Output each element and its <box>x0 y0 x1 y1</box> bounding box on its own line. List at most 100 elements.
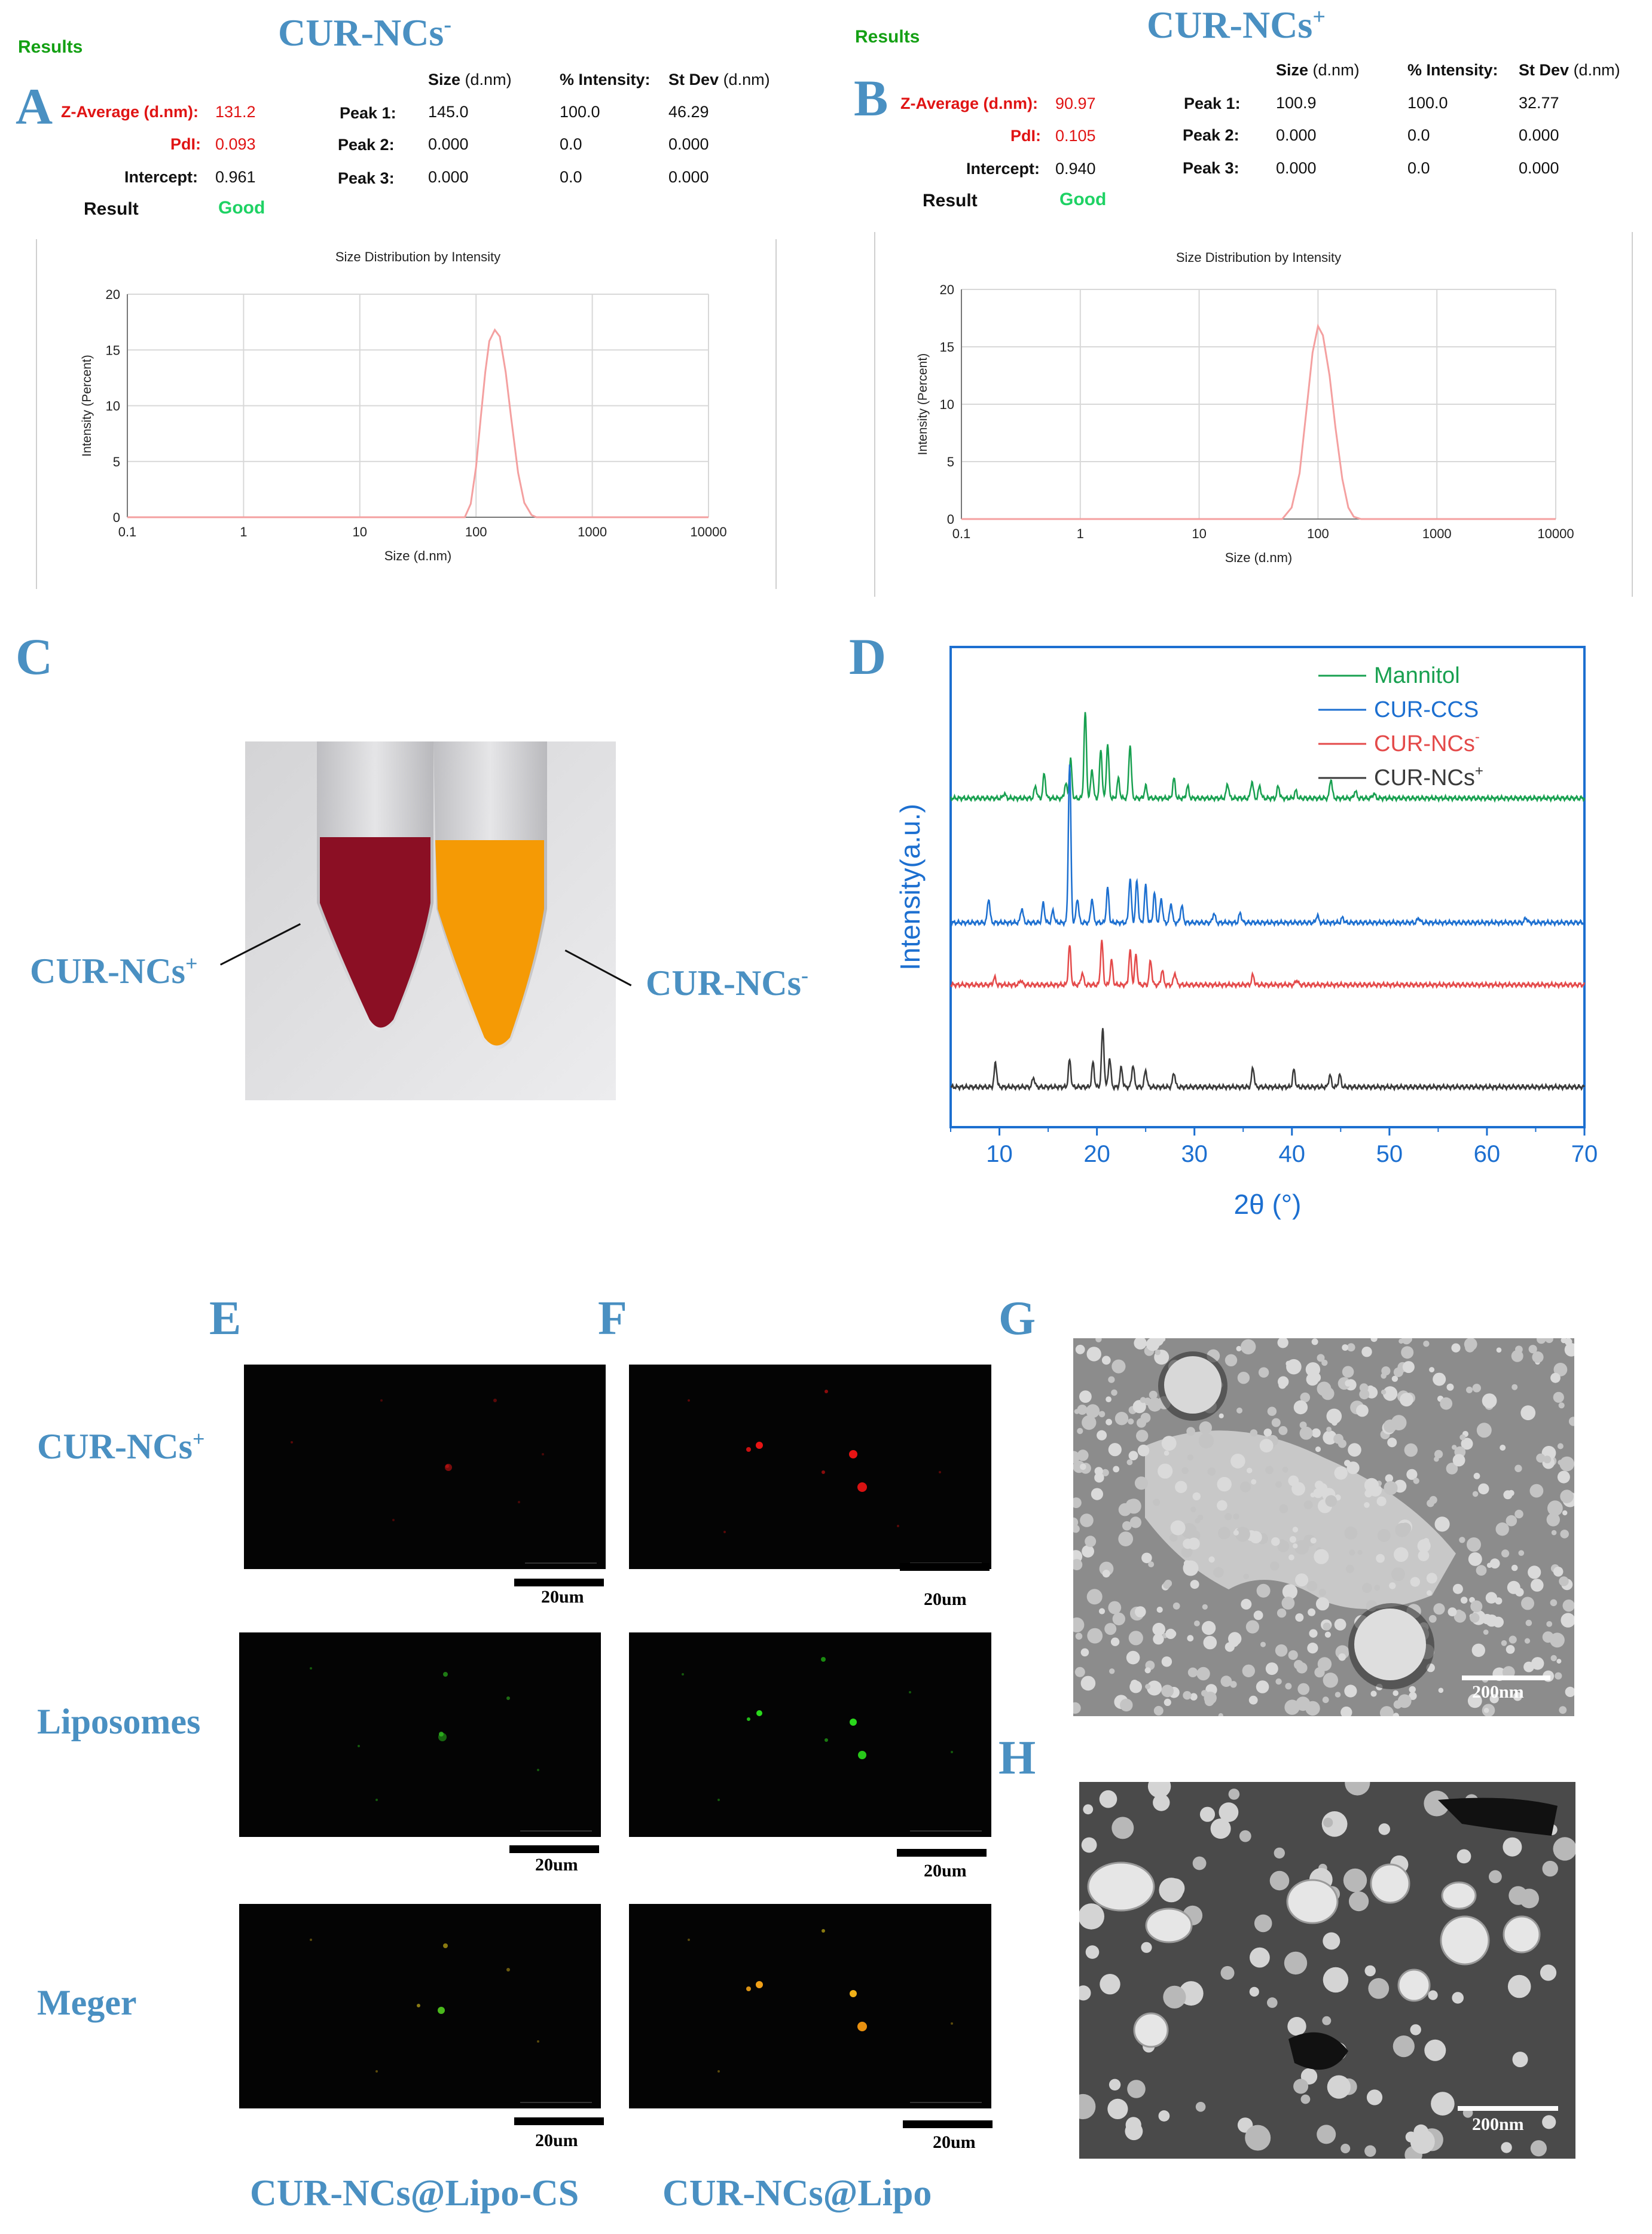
tem-small-vesicle <box>1536 1453 1546 1463</box>
tem-small-vesicle <box>1468 1552 1482 1566</box>
tem-vesicle <box>1366 2089 1383 2105</box>
red-particle <box>857 1482 867 1492</box>
tem-small-vesicle <box>1340 1706 1352 1716</box>
tem-small-vesicle <box>1161 1338 1166 1342</box>
tem-vesicle <box>1317 2125 1336 2144</box>
tem-small-vesicle <box>1520 1405 1536 1421</box>
green-particle <box>825 1738 828 1742</box>
x-tick-label: 1 <box>240 524 247 539</box>
panel-a-title: CUR-NCs- <box>278 11 451 54</box>
scale-bar-f1 <box>900 1563 990 1571</box>
tem-small-vesicle <box>1467 1537 1481 1552</box>
tem-vesicle <box>1530 2140 1547 2157</box>
panel-b-header-size: Size (d.nm) <box>1276 61 1360 79</box>
tem-small-vesicle <box>1259 1439 1274 1452</box>
tem-small-vesicle <box>1113 1466 1120 1473</box>
panel-b-peak3-stdev: 0.000 <box>1519 159 1559 177</box>
tem-small-vesicle <box>1344 1526 1358 1540</box>
green-particle <box>375 1799 378 1801</box>
tem-small-vesicle <box>1225 1513 1232 1521</box>
tem-small-vesicle <box>1291 1482 1305 1496</box>
tem-vesicle <box>1323 1932 1340 1950</box>
scale-bar-h <box>1458 2106 1558 2111</box>
tem-small-vesicle <box>1370 1338 1378 1342</box>
red-particle <box>542 1453 544 1455</box>
tem-small-vesicle <box>1102 1570 1110 1578</box>
panel-b-peak1-stdev: 32.77 <box>1519 94 1559 112</box>
tem-small-vesicle <box>1391 1375 1398 1382</box>
tem-small-vesicle <box>1506 1645 1515 1654</box>
panel-h-label: H <box>998 1732 1036 1784</box>
tem-small-vesicle <box>1137 1444 1150 1457</box>
tem-small-vesicle <box>1285 1683 1292 1690</box>
legend-label: Mannitol <box>1374 663 1460 688</box>
right-tube-liquid <box>435 840 544 1046</box>
tem-small-vesicle <box>1506 1515 1517 1527</box>
panel-a-pdi-value: 0.093 <box>215 135 256 153</box>
tem-large-vesicle <box>1397 1969 1431 2002</box>
tem-small-vesicle <box>1074 1667 1085 1677</box>
tem-small-vesicle <box>1466 1386 1473 1393</box>
tem-small-vesicle <box>1275 1481 1282 1488</box>
tem-small-vesicle <box>1401 1338 1412 1345</box>
tem-vesicle <box>1111 1817 1134 1839</box>
scale-bar-e3 <box>514 2117 604 2125</box>
legend-label: CUR-NCs- <box>1374 729 1480 756</box>
red-particle <box>291 1441 293 1443</box>
tem-vesicle <box>1267 1997 1278 2008</box>
tem-small-vesicle <box>1198 1433 1214 1449</box>
panel-c-label: C <box>16 628 53 685</box>
tem-small-vesicle <box>1557 1443 1564 1449</box>
tem-small-vesicle <box>1253 1610 1263 1620</box>
tem-small-vesicle <box>1077 1428 1083 1435</box>
x-tick-label: 1000 <box>1422 526 1452 541</box>
tem-vesicle <box>1512 2052 1528 2068</box>
panel-b-peak2-stdev: 0.000 <box>1519 126 1559 144</box>
tem-small-vesicle <box>1559 1706 1567 1714</box>
tem-small-vesicle <box>1250 1531 1262 1543</box>
merge-particle <box>746 1986 751 1991</box>
tem-small-vesicle <box>1303 1500 1313 1509</box>
panel-a-result-label: Result <box>84 199 139 219</box>
tem-small-vesicle <box>1459 1537 1465 1543</box>
tem-vesicle <box>1340 2144 1351 2153</box>
red-particle <box>688 1399 690 1402</box>
panel-a-header-stdev: St Dev (d.nm) <box>668 71 770 88</box>
tem-small-vesicle <box>1279 1504 1288 1513</box>
y-tick-label: 20 <box>106 287 120 302</box>
panel-b-peak3-label: Peak 3: <box>1183 159 1239 177</box>
tem-small-vesicle <box>1275 1644 1288 1657</box>
tem-small-vesicle <box>1532 1351 1544 1363</box>
tem-small-vesicle <box>1470 1600 1483 1613</box>
tem-small-vesicle <box>1292 1527 1299 1533</box>
tem-small-vesicle <box>1248 1695 1258 1705</box>
tem-small-vesicle <box>1217 1500 1227 1511</box>
tem-small-vesicle <box>1374 1585 1381 1591</box>
red-particle <box>392 1519 395 1521</box>
tem-large-vesicle <box>1370 1863 1410 1904</box>
tem-small-vesicle <box>1551 1530 1557 1536</box>
tem-vesicle <box>1452 1992 1464 2004</box>
tem-small-vesicle <box>1460 1597 1468 1604</box>
tem-small-vesicle <box>1300 1392 1311 1403</box>
tem-small-vesicle <box>1243 1573 1249 1580</box>
tem-small-vesicle <box>1370 1690 1377 1697</box>
tem-vesicle <box>1163 1985 1186 2009</box>
tem-small-vesicle <box>1321 1359 1328 1366</box>
tem-small-vesicle <box>1073 1451 1080 1464</box>
panel-b-peak1-intensity: 100.0 <box>1407 94 1448 112</box>
tem-small-vesicle <box>1345 1380 1352 1387</box>
row-label-merge: Meger <box>37 1983 137 2022</box>
tem-small-vesicle <box>1114 1412 1129 1426</box>
tem-small-vesicle <box>1144 1667 1151 1674</box>
tem-vesicle <box>1507 1974 1531 1998</box>
tem-small-vesicle <box>1236 1407 1242 1414</box>
tem-small-vesicle <box>1153 1499 1161 1506</box>
x-axis-label: Size (d.nm) <box>384 548 451 563</box>
panel-a-pdi-label: PdI: <box>170 135 201 153</box>
tem-small-vesicle <box>1550 1372 1561 1383</box>
tem-small-vesicle <box>1433 1603 1445 1615</box>
tem-small-vesicle <box>1514 1509 1523 1519</box>
tem-small-vesicle <box>1295 1613 1304 1622</box>
tem-small-vesicle <box>1434 1449 1443 1458</box>
